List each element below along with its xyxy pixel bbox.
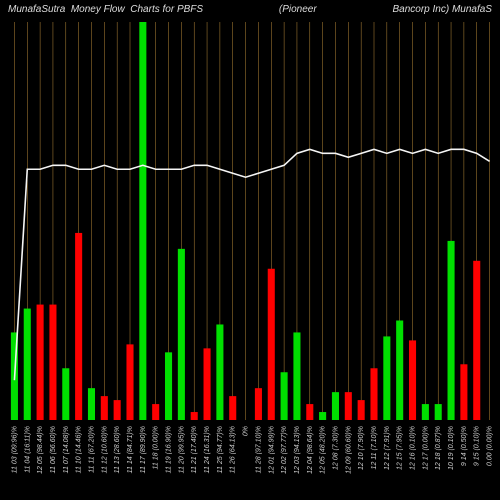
x-axis-label: 12 16 (0.10)% <box>410 426 417 470</box>
title-segment-3: Bancorp Inc) MunafaS <box>392 4 492 22</box>
x-axis-label: 12 04 (98.64)% <box>307 426 314 474</box>
x-axis-label: 11 14 (84.71)% <box>127 426 134 473</box>
x-axis-label: 11 10 (14.46)% <box>76 426 83 473</box>
x-axis-label: 11 17 (89.90)% <box>140 426 147 473</box>
x-axis-label: 9 14 (0.50)% <box>461 426 468 466</box>
x-axis-label: 12 05 (48.20)% <box>320 426 327 474</box>
x-axis-label: 12 02 (97.77)% <box>281 426 288 474</box>
title-segment-2: (Pioneer <box>279 4 317 22</box>
x-axis-label: 12 11 (7.10)% <box>371 426 378 469</box>
title-segment-1: MunafaSutra Money Flow Charts for PBFS <box>8 4 203 22</box>
x-axis-label: 11 18 (0.00)% <box>153 426 160 469</box>
x-axis-label: 11 03 (09:96)% <box>11 426 18 473</box>
x-axis-label: 11 19 (16.90)% <box>166 426 173 473</box>
chart-canvas: 11 03 (09:96)% 11 04 (16:11)% 12 05 (98.44… <box>0 0 500 500</box>
x-axis-label: 11 06 (56.60)% <box>50 426 57 473</box>
x-axis-label: 12 03 (94.13)% <box>294 426 301 474</box>
x-axis-label: 12 05 (98.44)% <box>37 426 44 474</box>
x-axis-label: 11 26 (64.13)% <box>230 426 237 473</box>
x-axis-label: 0% <box>243 426 250 436</box>
x-axis-label: 11 21 (17.40)% <box>191 426 198 473</box>
x-axis-label: 12 17 (0.00)% <box>422 426 429 470</box>
x-axis-label: 12 18 (0.87)% <box>435 426 442 470</box>
x-axis-label: 11 11 (67.20)% <box>88 426 95 473</box>
money-flow-chart: MunafaSutra Money Flow Charts for PBFS (… <box>0 0 500 500</box>
chart-title: MunafaSutra Money Flow Charts for PBFS (… <box>0 0 500 22</box>
x-axis-label: 12 10 (7.90)% <box>358 426 365 470</box>
x-axis-label: 11 13 (28.60)% <box>114 426 121 473</box>
x-axis-label: 12 12 (7.91)% <box>384 426 391 470</box>
x-axis-label: 9 15 (0.10)% <box>474 426 481 466</box>
x-axis-label: 11 12 (10.60)% <box>101 426 108 473</box>
x-axis-label: 12 01 (94.99)% <box>268 426 275 474</box>
x-axis-label: 12 15 (7.95)% <box>397 426 404 470</box>
x-axis-label: 11 24 (16.31)% <box>204 426 211 473</box>
x-axis-label: 10 19 (0.10)% <box>448 426 455 470</box>
x-axis-label: 12 09 (60.60)% <box>345 426 352 474</box>
x-axis-label: 11 25 (94.77)% <box>217 426 224 473</box>
x-axis-label: 11 28 (97.10)% <box>255 426 262 473</box>
x-axis-label: 11 04 (16:11)% <box>24 426 31 473</box>
x-axis-label: 0.00 (0.00)% <box>487 426 494 466</box>
x-axis-label: 11 07 (14.08)% <box>63 426 70 473</box>
x-axis-label: 11 20 (99.95)% <box>178 426 185 473</box>
x-axis-label: 12 08 (7.30)% <box>332 426 339 470</box>
